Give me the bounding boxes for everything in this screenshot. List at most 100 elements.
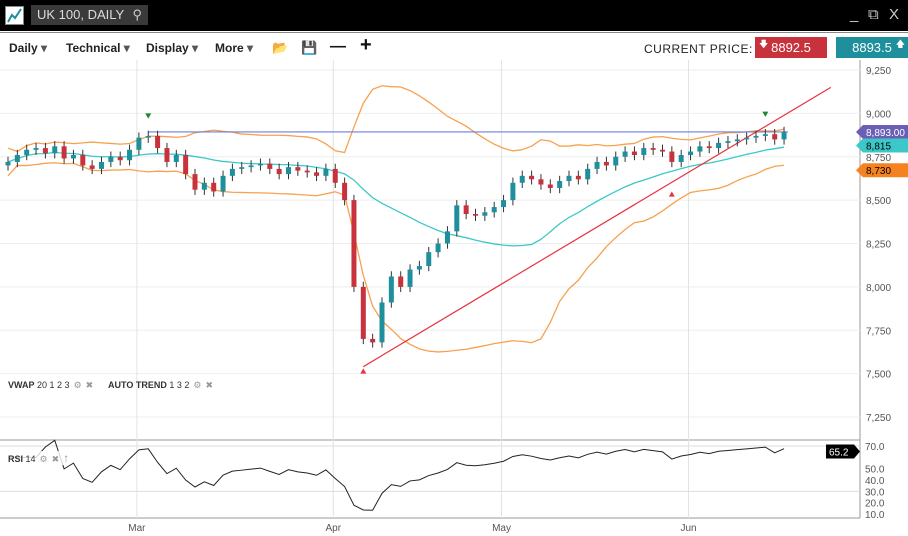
- arrow-up-icon: 🡅: [895, 39, 905, 49]
- candle-body: [342, 182, 348, 201]
- y-tick-label: 8,000: [866, 283, 891, 294]
- candle-body: [117, 156, 123, 161]
- rsi-tick-label: 20.0: [865, 499, 885, 510]
- toolbar: Daily Technical Display More 📂 💾 — + CUR…: [0, 32, 908, 60]
- candle-body: [99, 161, 104, 169]
- candle-body: [136, 137, 142, 150]
- candle-body: [566, 175, 572, 182]
- candle-body: [80, 155, 86, 166]
- candle-body: [248, 165, 254, 168]
- y-tick-label: 7,250: [866, 413, 891, 424]
- menu-display[interactable]: Display: [146, 41, 198, 55]
- symbol-search[interactable]: UK 100, DAILY ⚲: [31, 5, 148, 25]
- close-button[interactable]: X: [889, 6, 900, 23]
- arrow-down-icon: 🡇: [759, 39, 769, 49]
- candle-body: [781, 131, 787, 140]
- candle-body: [33, 148, 39, 150]
- candle-body: [744, 137, 750, 140]
- vwap-label: VWAP: [8, 380, 35, 390]
- sell-price: 8892.5: [771, 40, 811, 55]
- candle-body: [575, 175, 581, 180]
- candle-body: [454, 205, 460, 232]
- buy-price-button[interactable]: 8893.5 🡅: [836, 37, 908, 58]
- candle-body: [257, 163, 263, 166]
- gear-icon[interactable]: ⚙: [193, 380, 202, 390]
- candle-body: [183, 155, 189, 175]
- candle-body: [688, 151, 694, 156]
- zoom-in-button[interactable]: +: [360, 34, 372, 56]
- current-price-label: CURRENT PRICE:: [644, 42, 753, 56]
- y-tick-label: 8,500: [866, 196, 891, 207]
- candle-body: [267, 163, 273, 169]
- candle-body: [229, 168, 235, 176]
- close-icon[interactable]: ✖: [85, 380, 94, 390]
- candle-body: [304, 170, 310, 173]
- close-icon[interactable]: ✖: [51, 454, 60, 464]
- popout-button[interactable]: ⧉: [868, 6, 879, 23]
- close-icon[interactable]: ✖: [205, 380, 214, 390]
- minimize-button[interactable]: _: [850, 6, 859, 23]
- x-tick-label: Apr: [325, 523, 341, 534]
- middle-band-line: [7, 146, 785, 247]
- zoom-out-button[interactable]: —: [330, 38, 346, 55]
- candle-body: [631, 151, 637, 156]
- candle-body: [155, 135, 161, 149]
- last-price-label-tag: [856, 124, 908, 139]
- rsi-label: RSI: [8, 454, 24, 464]
- menu-technical[interactable]: Technical: [66, 41, 130, 55]
- candle-body: [276, 168, 282, 175]
- search-icon[interactable]: ⚲: [132, 7, 142, 22]
- candle-body: [660, 149, 665, 152]
- gear-icon[interactable]: ⚙: [73, 380, 82, 390]
- candle-body: [473, 214, 478, 216]
- trend-line: [362, 86, 832, 368]
- candle-body: [678, 155, 684, 162]
- candle-body: [753, 135, 759, 138]
- candle-body: [603, 161, 609, 166]
- candle-body: [510, 182, 516, 201]
- candle-body: [734, 139, 740, 142]
- x-tick-label: May: [492, 523, 511, 534]
- autotrend-params: 1 3 2: [169, 380, 190, 390]
- app-logo-icon: [5, 6, 24, 25]
- marker-up-icon: [668, 191, 675, 197]
- save-icon[interactable]: 💾: [301, 40, 318, 55]
- candle-body: [613, 156, 619, 166]
- candle-body: [725, 141, 731, 143]
- menu-more[interactable]: More: [215, 41, 253, 55]
- marker-down-icon: [762, 111, 769, 117]
- arrow-up-icon[interactable]: ↑: [63, 451, 70, 465]
- candle-body: [585, 168, 591, 180]
- candle-body: [173, 155, 179, 162]
- candle-body: [669, 151, 675, 162]
- candle-body: [295, 167, 301, 171]
- candle-body: [388, 276, 394, 303]
- candle-body: [594, 161, 600, 169]
- marker-up-icon: [360, 368, 367, 374]
- gear-icon[interactable]: ⚙: [39, 454, 48, 464]
- rsi-value-label: 65.2: [829, 447, 849, 458]
- candle-body: [491, 207, 497, 213]
- sell-price-button[interactable]: 🡇 8892.5: [755, 37, 827, 58]
- candle-body: [52, 146, 58, 154]
- candle-body: [641, 148, 647, 156]
- candle-body: [286, 167, 291, 175]
- rsi-tick-label: 70.0: [865, 442, 885, 453]
- candle-body: [211, 182, 217, 192]
- candle-body: [360, 286, 366, 339]
- candle-body: [370, 338, 376, 343]
- candle-body: [407, 269, 413, 287]
- x-tick-label: Jun: [680, 523, 696, 534]
- open-folder-icon[interactable]: 📂: [272, 40, 289, 55]
- candle-body: [622, 151, 628, 157]
- rsi-tick-label: 30.0: [865, 487, 885, 498]
- candle-body: [314, 172, 320, 176]
- last-price-label: 8,893.00: [866, 128, 905, 139]
- rsi-value-tag: [826, 444, 860, 459]
- candle-body: [435, 243, 441, 253]
- autotrend-label: AUTO TREND: [108, 380, 167, 390]
- menu-daily[interactable]: Daily: [9, 41, 47, 55]
- rsi-tick-label: 50.0: [865, 465, 885, 476]
- candle-body: [42, 148, 48, 154]
